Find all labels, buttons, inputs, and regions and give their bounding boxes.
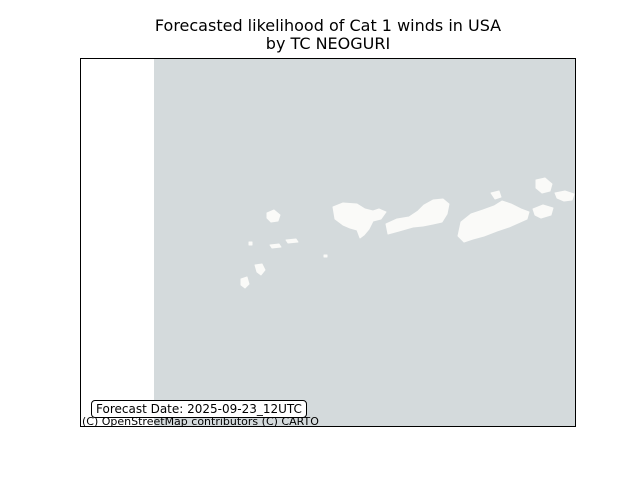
- island-east-cluster: [457, 200, 530, 243]
- island-large-west: [332, 202, 387, 239]
- forecast-date-label: Forecast Date: 2025-09-23_12UTC: [91, 400, 307, 418]
- island-far-east-3: [554, 190, 575, 202]
- island-mid-west: [266, 209, 281, 223]
- island-dot-1: [248, 241, 253, 246]
- no-data-strip: [81, 59, 154, 426]
- island-east-small: [490, 190, 502, 200]
- island-south-2: [240, 276, 250, 289]
- ocean-basemap: [154, 59, 575, 426]
- island-central-long: [385, 198, 450, 235]
- map-frame[interactable]: [80, 58, 576, 427]
- island-far-east-2: [535, 177, 553, 194]
- island-sliver-2: [285, 238, 299, 244]
- island-dot-2: [323, 254, 328, 258]
- map-attribution: (C) OpenStreetMap contributors (C) CARTO: [82, 415, 319, 428]
- island-sliver-1: [269, 243, 282, 249]
- island-far-east-1: [532, 204, 554, 219]
- map-canvas[interactable]: [81, 59, 575, 426]
- map-title-line-1: Forecasted likelihood of Cat 1 winds in …: [154, 16, 502, 35]
- island-south-1: [254, 263, 266, 276]
- island-chain: [240, 177, 575, 289]
- map-title-line-2: by TC NEOGURI: [265, 34, 391, 53]
